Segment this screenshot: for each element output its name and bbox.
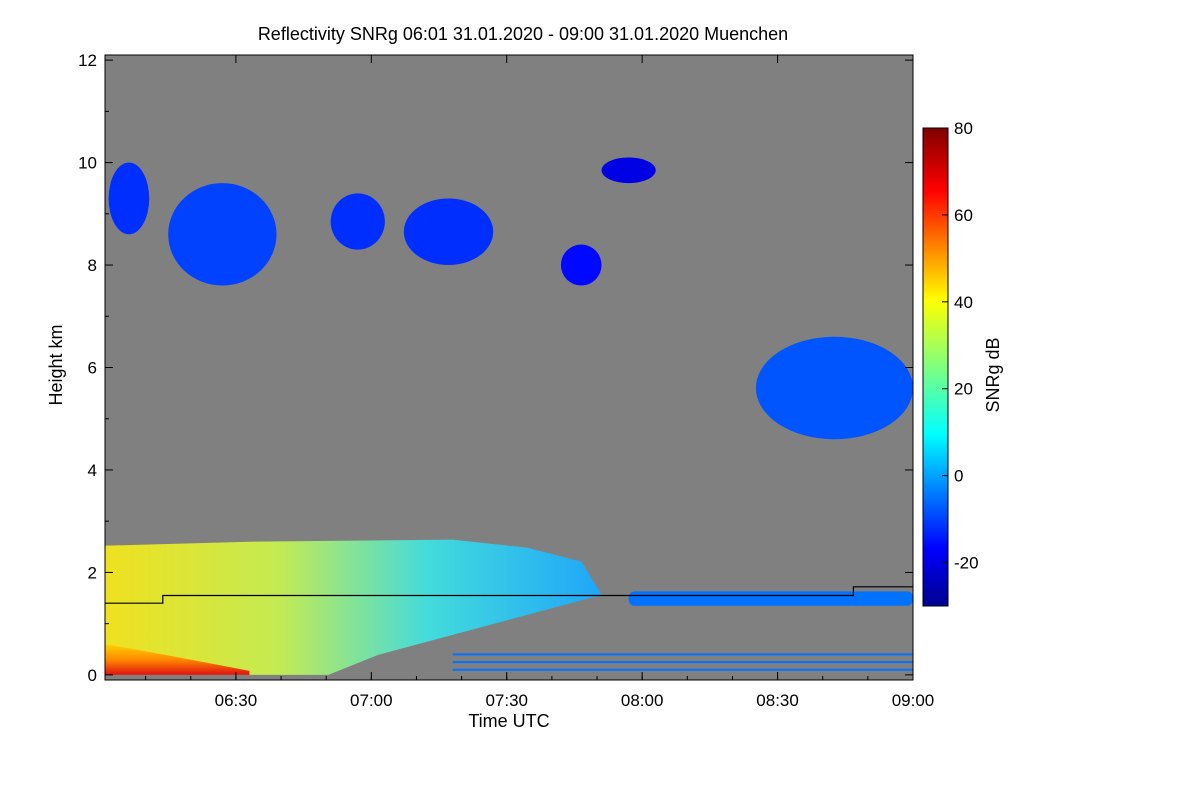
x-tick-label-3: 08:00 <box>621 691 664 710</box>
echo-region-surface-echo <box>105 644 250 675</box>
colorbar-tick-label-1: 0 <box>954 467 963 486</box>
y-tick-label-6: 12 <box>78 51 97 70</box>
colorbar-label: SNRg dB <box>983 337 1003 412</box>
echo-region-cirrus-3 <box>330 193 385 250</box>
x-axis-label: Time UTC <box>468 711 549 731</box>
echo-region-cirrus-5 <box>560 244 602 286</box>
x-tick-label-0: 06:30 <box>215 691 258 710</box>
echo-region-cirrus-2 <box>168 183 277 286</box>
colorbar-tick-label-5: 80 <box>954 119 973 138</box>
series-line-boundary-layer-height <box>105 586 913 604</box>
x-tick-label-1: 07:00 <box>350 691 393 710</box>
echo-region-stratocumulus <box>628 591 913 606</box>
x-axis: 06:30 07:00 07:30 08:00 08:30 09:00 <box>145 55 935 710</box>
echo-region-boundary-layer <box>105 539 602 675</box>
y-tick-label-4: 8 <box>88 256 97 275</box>
colorbar-tick-label-0: -20 <box>954 554 979 573</box>
colorbar <box>922 127 949 607</box>
series-group <box>105 586 913 604</box>
echo-region-cirrus-6 <box>601 157 656 184</box>
x-tick-label-2: 07:30 <box>485 691 528 710</box>
y-tick-label-0: 0 <box>88 666 97 685</box>
colorbar-tick-label-3: 40 <box>954 293 973 312</box>
colorbar-axis: -20 0 20 40 60 80 <box>942 119 979 573</box>
y-axis: 0 2 4 6 8 10 12 <box>78 51 913 685</box>
y-tick-label-1: 2 <box>88 563 97 582</box>
colorbar-tick-label-4: 60 <box>954 206 973 225</box>
echo-region-mid-cloud <box>755 336 913 440</box>
x-tick-label-4: 08:30 <box>756 691 799 710</box>
x-tick-label-5: 09:00 <box>892 691 935 710</box>
echo-region-cirrus-1 <box>108 162 150 235</box>
y-axis-label: Height km <box>46 324 66 405</box>
echo-region-cirrus-4 <box>403 198 494 266</box>
echo-regions <box>105 157 913 675</box>
y-tick-label-3: 6 <box>88 359 97 378</box>
y-tick-label-5: 10 <box>78 154 97 173</box>
y-tick-label-2: 4 <box>88 461 97 480</box>
chart-title: Reflectivity SNRg 06:01 31.01.2020 - 09:… <box>258 24 788 44</box>
colorbar-tick-label-2: 20 <box>954 380 973 399</box>
